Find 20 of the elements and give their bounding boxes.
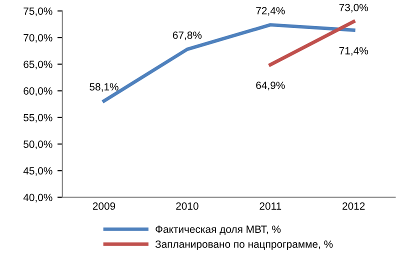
- x-tick-label: 2009: [92, 202, 116, 210]
- y-tick-label: 70,0%: [24, 34, 52, 43]
- y-tick-label: 55,0%: [24, 114, 52, 123]
- data-label: 71,4%: [339, 47, 368, 56]
- y-tick-label: 50,0%: [24, 140, 52, 150]
- legend-label: Фактическая доля МВТ, %: [156, 226, 281, 235]
- data-label: 67,8%: [172, 32, 202, 40]
- y-tick-label: 75,0%: [24, 7, 52, 16]
- x-tick-label: 2010: [176, 202, 198, 210]
- data-label: 72,4%: [256, 7, 285, 16]
- legend-label: Запланировано по нацпрограмме, %: [155, 240, 333, 250]
- data-label: 64,9%: [256, 82, 285, 90]
- y-tick-label: 40,0%: [23, 194, 52, 202]
- x-tick-label: 2012: [342, 202, 365, 210]
- y-tick-label: 60,0%: [24, 87, 52, 96]
- y-tick-label: 45,0%: [23, 167, 52, 176]
- y-tick-label: 65,0%: [24, 60, 52, 70]
- data-label: 73,0%: [339, 4, 368, 12]
- data-label: 58,1%: [90, 83, 118, 92]
- x-tick-label: 2011: [260, 202, 282, 210]
